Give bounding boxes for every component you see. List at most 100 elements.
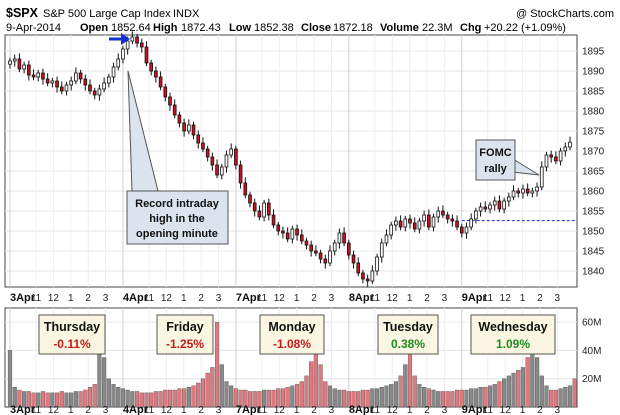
price-tick-label: 1845 — [582, 247, 605, 258]
time-tick-label: 3Apr — [10, 404, 36, 415]
candle-body — [370, 270, 375, 282]
volume-bar — [351, 391, 356, 408]
time-tick-label: 3 — [442, 405, 448, 415]
candle-body — [215, 164, 219, 176]
price-tick-label: 1880 — [582, 107, 605, 118]
volume-bar — [111, 384, 116, 408]
volume-bar — [31, 392, 36, 408]
candle-body — [379, 242, 384, 258]
close-value: 1872.18 — [333, 22, 373, 34]
volume-bar — [558, 388, 563, 408]
time-tick-label: 4Apr — [123, 404, 149, 415]
candle-body — [224, 154, 229, 168]
candle-body — [351, 254, 356, 264]
time-tick-label: 2 — [537, 293, 543, 304]
time-tick-label: 11 — [144, 293, 155, 304]
time-tick-label: 12 — [500, 405, 512, 415]
price-tick-label: 1865 — [582, 167, 605, 178]
candle-body — [191, 124, 196, 136]
candle-body — [50, 80, 55, 84]
session-day-label: Tuesday — [383, 320, 433, 334]
volume-bar — [78, 391, 83, 408]
time-tick-label: 3 — [329, 405, 335, 415]
volume-bar — [87, 387, 93, 408]
symbol-label: $SPX — [6, 6, 39, 20]
candle-body — [436, 210, 441, 218]
time-tick-label: 11 — [257, 293, 268, 304]
time-tick-label: 8Apr — [349, 292, 375, 304]
exchange-label: INDX — [173, 8, 200, 20]
volume-bar — [50, 392, 55, 408]
candle-body — [177, 114, 182, 124]
volume-bar — [163, 389, 168, 408]
candle-body — [139, 42, 144, 48]
candle-body — [384, 234, 389, 244]
volume-bar — [304, 375, 309, 408]
candle-body — [478, 206, 483, 212]
candle-body — [201, 142, 205, 150]
candle-body — [459, 226, 464, 234]
volume-bar — [59, 391, 64, 408]
volume-bar — [356, 391, 361, 408]
candle-body — [130, 36, 135, 42]
candle-body — [558, 150, 563, 162]
candle-body — [205, 148, 210, 158]
candle-body — [78, 72, 83, 80]
session-box — [259, 314, 325, 355]
time-tick-label: 9Apr — [462, 292, 488, 304]
time-tick-label: 2 — [537, 405, 543, 415]
candle-body — [17, 58, 22, 70]
session-day-label: Monday — [268, 320, 315, 334]
time-tick-label: 11 — [31, 405, 42, 415]
volume-bar — [534, 357, 540, 408]
volume-bar — [252, 391, 257, 408]
candle-body — [210, 156, 215, 166]
candle-body — [398, 220, 403, 228]
candle-body — [97, 88, 102, 96]
session-box — [470, 314, 556, 355]
volume-bar — [544, 385, 549, 408]
candle-body — [238, 164, 243, 184]
volume-bar — [134, 391, 140, 408]
volume-bar — [469, 388, 474, 408]
time-tick-label: 12 — [387, 405, 399, 415]
time-tick-label: 3 — [216, 405, 222, 415]
time-tick-label: 1 — [181, 293, 187, 304]
volume-bar — [506, 375, 511, 408]
candle-body — [172, 104, 177, 116]
volume-bar — [374, 388, 380, 408]
candle-body — [530, 190, 535, 194]
candle-body — [59, 86, 64, 92]
candle-body — [304, 240, 309, 246]
candle-body — [92, 90, 97, 96]
candle-body — [285, 232, 290, 240]
candle-body — [45, 78, 50, 84]
candle-body — [135, 36, 139, 44]
time-tick-label: 11 — [483, 405, 494, 415]
volume-bar — [445, 391, 450, 408]
candle-body — [149, 62, 153, 72]
volume-bar — [436, 391, 441, 408]
candle-body — [549, 154, 553, 158]
volume-bar — [64, 392, 69, 408]
volume-bar — [219, 364, 224, 408]
candle-body — [332, 242, 337, 252]
volume-bar — [516, 370, 521, 408]
volume-bar — [45, 392, 50, 408]
time-tick-label: 1 — [68, 293, 74, 304]
time-tick-label: 1 — [294, 293, 300, 304]
session-change-value: 1.09% — [496, 337, 530, 351]
low-value: 1852.38 — [254, 22, 294, 34]
candle-body — [314, 250, 318, 254]
candle-body — [163, 86, 168, 98]
candle-body — [535, 186, 539, 192]
volume-bar — [464, 389, 469, 408]
price-axis: 1840 1845 1850 1855 1860 1865 1870 1875 1880 1885… — [582, 47, 605, 278]
close-label: Close — [301, 22, 331, 34]
candle-body — [299, 234, 304, 242]
volume-bar — [214, 321, 220, 408]
volume-bar — [12, 387, 17, 408]
volume-bar — [280, 388, 286, 408]
session-change-value: -0.11% — [53, 337, 91, 351]
candle-body — [356, 262, 361, 274]
